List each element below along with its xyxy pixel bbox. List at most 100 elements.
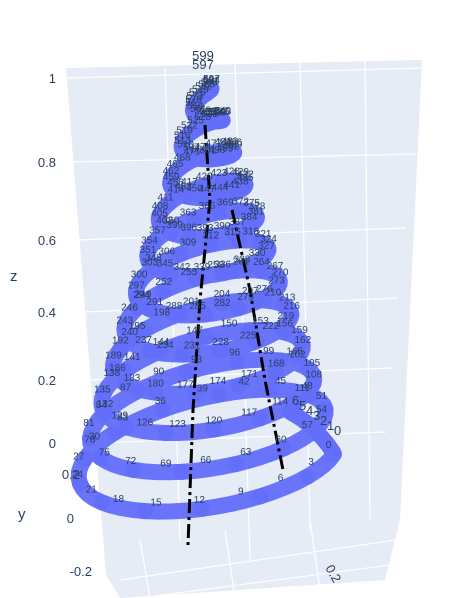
end-label: 1	[327, 418, 334, 433]
point-label: 87	[120, 382, 132, 393]
marker-point	[211, 386, 227, 403]
marker-point	[193, 500, 210, 517]
point-label: 534	[207, 107, 224, 118]
point-label: 282	[214, 298, 231, 309]
point-label: 123	[169, 419, 186, 430]
marker-point	[76, 450, 93, 467]
marker-point	[293, 334, 310, 351]
point-label: 402	[156, 215, 173, 226]
marker-point	[154, 401, 171, 418]
point-label: 99	[263, 346, 275, 357]
point-label: 411	[158, 192, 174, 203]
point-label: 174	[210, 376, 227, 387]
point-label: 453	[175, 182, 192, 193]
point-label: 336	[214, 259, 231, 270]
point-label: 183	[124, 373, 141, 384]
marker-point	[173, 463, 190, 480]
grid-line-floor	[224, 529, 236, 598]
point-label: 522	[181, 120, 198, 131]
end-label: 2	[320, 413, 327, 428]
point-label: 48	[302, 381, 314, 392]
point-label: 126	[137, 417, 154, 428]
point-label: 489	[226, 139, 243, 150]
point-label: 528	[194, 112, 211, 123]
marker-point	[137, 503, 153, 520]
point-label: 15	[150, 498, 162, 509]
point-label: 249	[135, 290, 152, 301]
marker-point	[187, 385, 204, 401]
point-label: 549	[209, 107, 226, 118]
marker-point	[226, 184, 243, 201]
point-label: 333	[234, 254, 251, 265]
point-label: 267	[267, 261, 284, 272]
marker-point	[130, 275, 147, 292]
point-label: 6	[278, 473, 284, 484]
grid-line-v	[299, 61, 311, 531]
point-label: 426	[223, 167, 240, 178]
point-label: 36	[155, 396, 167, 407]
point-label: 420	[196, 172, 213, 183]
point-label: 594	[203, 75, 220, 86]
marker-point	[82, 430, 99, 446]
point-label: 510	[177, 140, 194, 151]
point-label: 390	[214, 221, 231, 232]
marker-point	[267, 364, 284, 381]
point-label: 246	[121, 303, 138, 314]
point-label: 171	[241, 369, 258, 380]
point-label: 252	[155, 277, 172, 288]
marker-point	[230, 377, 247, 394]
marker-point	[205, 421, 222, 438]
end-label: 0	[334, 423, 341, 438]
point-label: 57	[302, 420, 314, 431]
point-label: 12	[194, 495, 206, 506]
marker-point	[130, 382, 147, 399]
point-label: 399	[166, 220, 183, 231]
point-label: 111	[295, 383, 311, 394]
dash-side	[230, 209, 285, 471]
point-label: 381	[248, 207, 265, 218]
end-label: 5	[299, 398, 306, 413]
point-label: 81	[83, 418, 95, 429]
marker-point	[317, 401, 334, 418]
point-label: 279	[237, 292, 254, 303]
point-label: 297	[128, 281, 145, 292]
point-label: 84	[96, 400, 108, 411]
point-label: 153	[252, 316, 269, 327]
grid-line-floor	[119, 539, 397, 581]
point-label: 588	[201, 78, 218, 89]
point-label: 546	[213, 107, 230, 118]
point-label: 54	[316, 405, 328, 416]
marker-point	[214, 265, 231, 282]
grid-line-z	[69, 153, 416, 163]
point-label: 447	[199, 184, 216, 195]
marker-point	[255, 249, 272, 266]
point-label: 294	[133, 290, 150, 301]
marker-point	[161, 266, 178, 283]
marker-point	[256, 290, 272, 307]
point-label: 156	[276, 318, 293, 329]
point-label: 165	[286, 347, 303, 358]
point-label: 261	[233, 257, 250, 268]
point-label: 432	[237, 169, 254, 180]
point-label: 186	[109, 363, 126, 374]
point-label: 132	[97, 399, 114, 410]
marker-point	[93, 494, 110, 511]
point-label: 96	[229, 348, 241, 359]
point-label: 480	[215, 137, 232, 148]
point-label: 417	[181, 177, 198, 188]
point-label: 357	[149, 225, 166, 236]
point-label: 27	[73, 451, 85, 462]
marker-point	[72, 475, 88, 492]
point-label: 75	[99, 448, 111, 459]
point-label: 525	[187, 116, 204, 127]
point-label: 540	[214, 106, 231, 117]
point-label: 177	[177, 380, 194, 391]
point-label: 21	[86, 484, 98, 495]
point-label: 492	[223, 142, 240, 153]
marker-point	[186, 211, 202, 228]
marker-point	[273, 320, 290, 337]
point-label: 9	[238, 486, 244, 497]
point-label: 537	[212, 106, 229, 117]
marker-point	[125, 461, 142, 478]
